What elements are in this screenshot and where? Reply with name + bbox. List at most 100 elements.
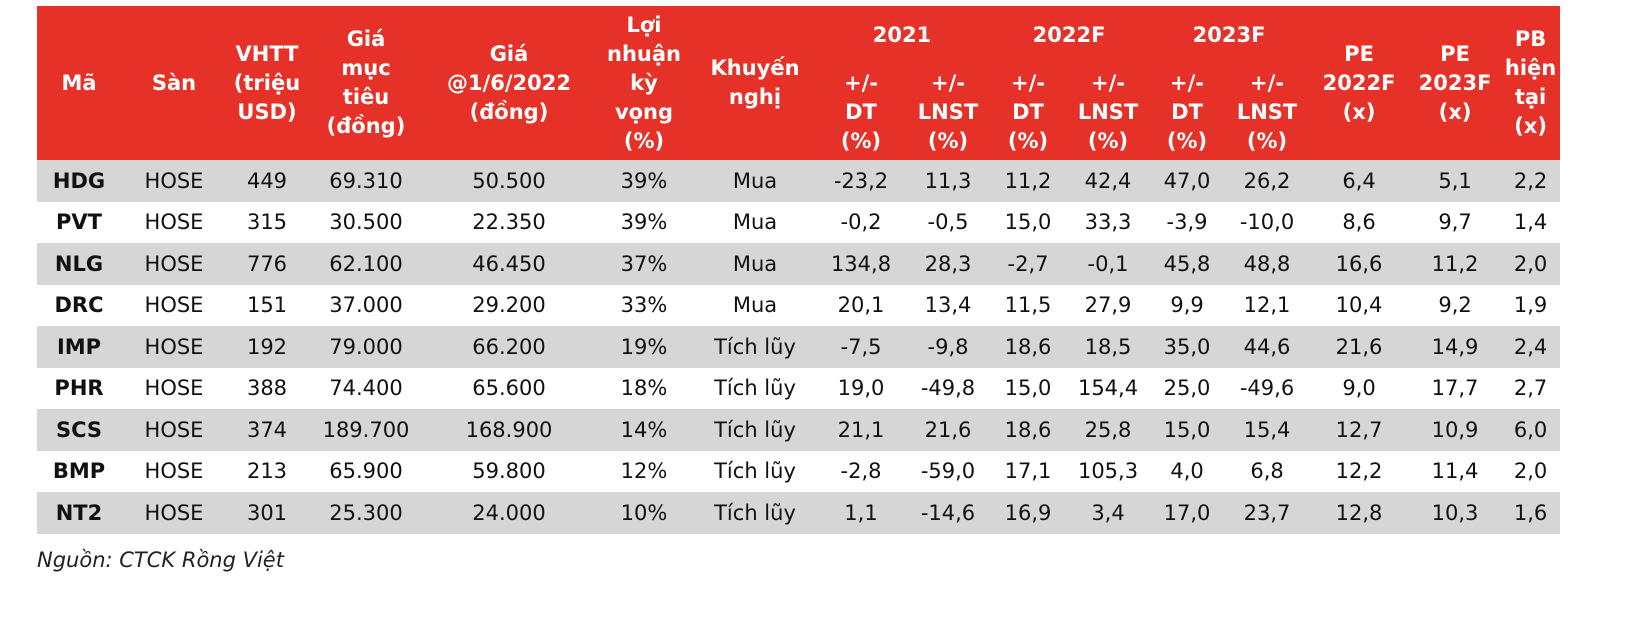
header-2023f-lnst: +/- LNST (%) <box>1225 64 1310 160</box>
table-cell: 79.000 <box>307 326 425 368</box>
ticker-cell: IMP <box>37 326 121 368</box>
table-cell: 6,0 <box>1501 409 1561 451</box>
ticker-cell: BMP <box>37 450 121 492</box>
table-cell: 21,6 <box>907 409 990 451</box>
table-cell: 20,1 <box>815 284 907 326</box>
table-cell: 33% <box>593 284 695 326</box>
table-cell: 18,6 <box>989 409 1068 451</box>
table-cell: 2,7 <box>1501 367 1561 409</box>
table-cell: 26,2 <box>1225 160 1310 202</box>
table-cell: HOSE <box>121 409 227 451</box>
table-cell: 18% <box>593 367 695 409</box>
table-cell: 11,3 <box>907 160 990 202</box>
ticker-cell: HDG <box>37 160 121 202</box>
table-cell: 192 <box>227 326 307 368</box>
table-cell: 22.350 <box>425 201 593 243</box>
table-cell: 8,6 <box>1309 201 1410 243</box>
header-2022f-dt: +/- DT (%) <box>989 64 1068 160</box>
table-cell: 16,6 <box>1309 243 1410 285</box>
table-cell: HOSE <box>121 243 227 285</box>
table-row: DRC HOSE 151 37.000 29.200 33% Mua 20,1 13,4 11,5… <box>37 284 1561 326</box>
table-cell: 12,1 <box>1225 284 1310 326</box>
table-cell: 11,4 <box>1409 450 1502 492</box>
table-cell: 301 <box>227 492 307 534</box>
table-cell: 33,3 <box>1067 201 1150 243</box>
header-pe-2022f: PE 2022F (x) <box>1309 6 1410 160</box>
table-cell: 25.300 <box>307 492 425 534</box>
ticker-cell: DRC <box>37 284 121 326</box>
table-cell: 315 <box>227 201 307 243</box>
table-cell: 2,0 <box>1501 450 1561 492</box>
table-cell: -0,1 <box>1067 243 1150 285</box>
header-year-2021: 2021 <box>815 6 990 64</box>
table-cell: 30.500 <box>307 201 425 243</box>
table-cell: 168.900 <box>425 409 593 451</box>
table-row: PHR HOSE 388 74.400 65.600 18% Tích lũy 19,0 -49… <box>37 367 1561 409</box>
table-row: BMP HOSE 213 65.900 59.800 12% Tích lũy -2,8 -59… <box>37 450 1561 492</box>
table-cell: 66.200 <box>425 326 593 368</box>
table-cell: 27,9 <box>1067 284 1150 326</box>
table-cell: 65.600 <box>425 367 593 409</box>
table-cell: -7,5 <box>815 326 907 368</box>
table-row: HDG HOSE 449 69.310 50.500 39% Mua -23,2 11,3 11,… <box>37 160 1561 202</box>
table-row: IMP HOSE 192 79.000 66.200 19% Tích lũy -7,5 -9,… <box>37 326 1561 368</box>
header-2022f-lnst: +/- LNST (%) <box>1067 64 1150 160</box>
table-cell: Tích lũy <box>695 409 815 451</box>
ticker-cell: NT2 <box>37 492 121 534</box>
table-cell: HOSE <box>121 367 227 409</box>
table-cell: 44,6 <box>1225 326 1310 368</box>
table-row: SCS HOSE 374 189.700 168.900 14% Tích lũy 21,1 2… <box>37 409 1561 451</box>
table-cell: Tích lũy <box>695 326 815 368</box>
table-cell: -2,8 <box>815 450 907 492</box>
table-cell: 374 <box>227 409 307 451</box>
table-cell: 11,5 <box>989 284 1068 326</box>
header-2021-lnst: +/- LNST (%) <box>907 64 990 160</box>
table-cell: 134,8 <box>815 243 907 285</box>
table-cell: 24.000 <box>425 492 593 534</box>
table-cell: 74.400 <box>307 367 425 409</box>
table-cell: -3,9 <box>1149 201 1226 243</box>
table-cell: 10% <box>593 492 695 534</box>
table-cell: 189.700 <box>307 409 425 451</box>
table-cell: 9,0 <box>1309 367 1410 409</box>
table-cell: 15,4 <box>1225 409 1310 451</box>
table-cell: -9,8 <box>907 326 990 368</box>
table-cell: 48,8 <box>1225 243 1310 285</box>
table-cell: 105,3 <box>1067 450 1150 492</box>
table-cell: 17,7 <box>1409 367 1502 409</box>
table-cell: -0,2 <box>815 201 907 243</box>
table-cell: 14% <box>593 409 695 451</box>
table-cell: Tích lũy <box>695 492 815 534</box>
table-cell: -59,0 <box>907 450 990 492</box>
table-cell: 35,0 <box>1149 326 1226 368</box>
table-cell: 21,1 <box>815 409 907 451</box>
table-cell: -10,0 <box>1225 201 1310 243</box>
header-exchange: Sàn <box>121 6 227 160</box>
table-cell: 25,0 <box>1149 367 1226 409</box>
table-cell: 45,8 <box>1149 243 1226 285</box>
ticker-cell: PHR <box>37 367 121 409</box>
table-cell: 11,2 <box>1409 243 1502 285</box>
table-cell: 39% <box>593 201 695 243</box>
table-cell: -23,2 <box>815 160 907 202</box>
table-cell: 17,0 <box>1149 492 1226 534</box>
table-cell: 9,7 <box>1409 201 1502 243</box>
table-cell: -49,8 <box>907 367 990 409</box>
table-row: PVT HOSE 315 30.500 22.350 39% Mua -0,2 -0,5 15,0… <box>37 201 1561 243</box>
table-cell: 3,4 <box>1067 492 1150 534</box>
ticker-cell: PVT <box>37 201 121 243</box>
table-cell: 37% <box>593 243 695 285</box>
table-cell: -49,6 <box>1225 367 1310 409</box>
table-cell: 15,0 <box>989 367 1068 409</box>
table-cell: 21,6 <box>1309 326 1410 368</box>
table-cell: 15,0 <box>989 201 1068 243</box>
table-cell: 19% <box>593 326 695 368</box>
table-cell: Tích lũy <box>695 367 815 409</box>
header-year-2022f: 2022F <box>989 6 1150 64</box>
table-row: NLG HOSE 776 62.100 46.450 37% Mua 134,8 28,3 -2,… <box>37 243 1561 285</box>
table-cell: 776 <box>227 243 307 285</box>
table-cell: 29.200 <box>425 284 593 326</box>
table-cell: 50.500 <box>425 160 593 202</box>
table-cell: HOSE <box>121 201 227 243</box>
table-cell: Mua <box>695 160 815 202</box>
